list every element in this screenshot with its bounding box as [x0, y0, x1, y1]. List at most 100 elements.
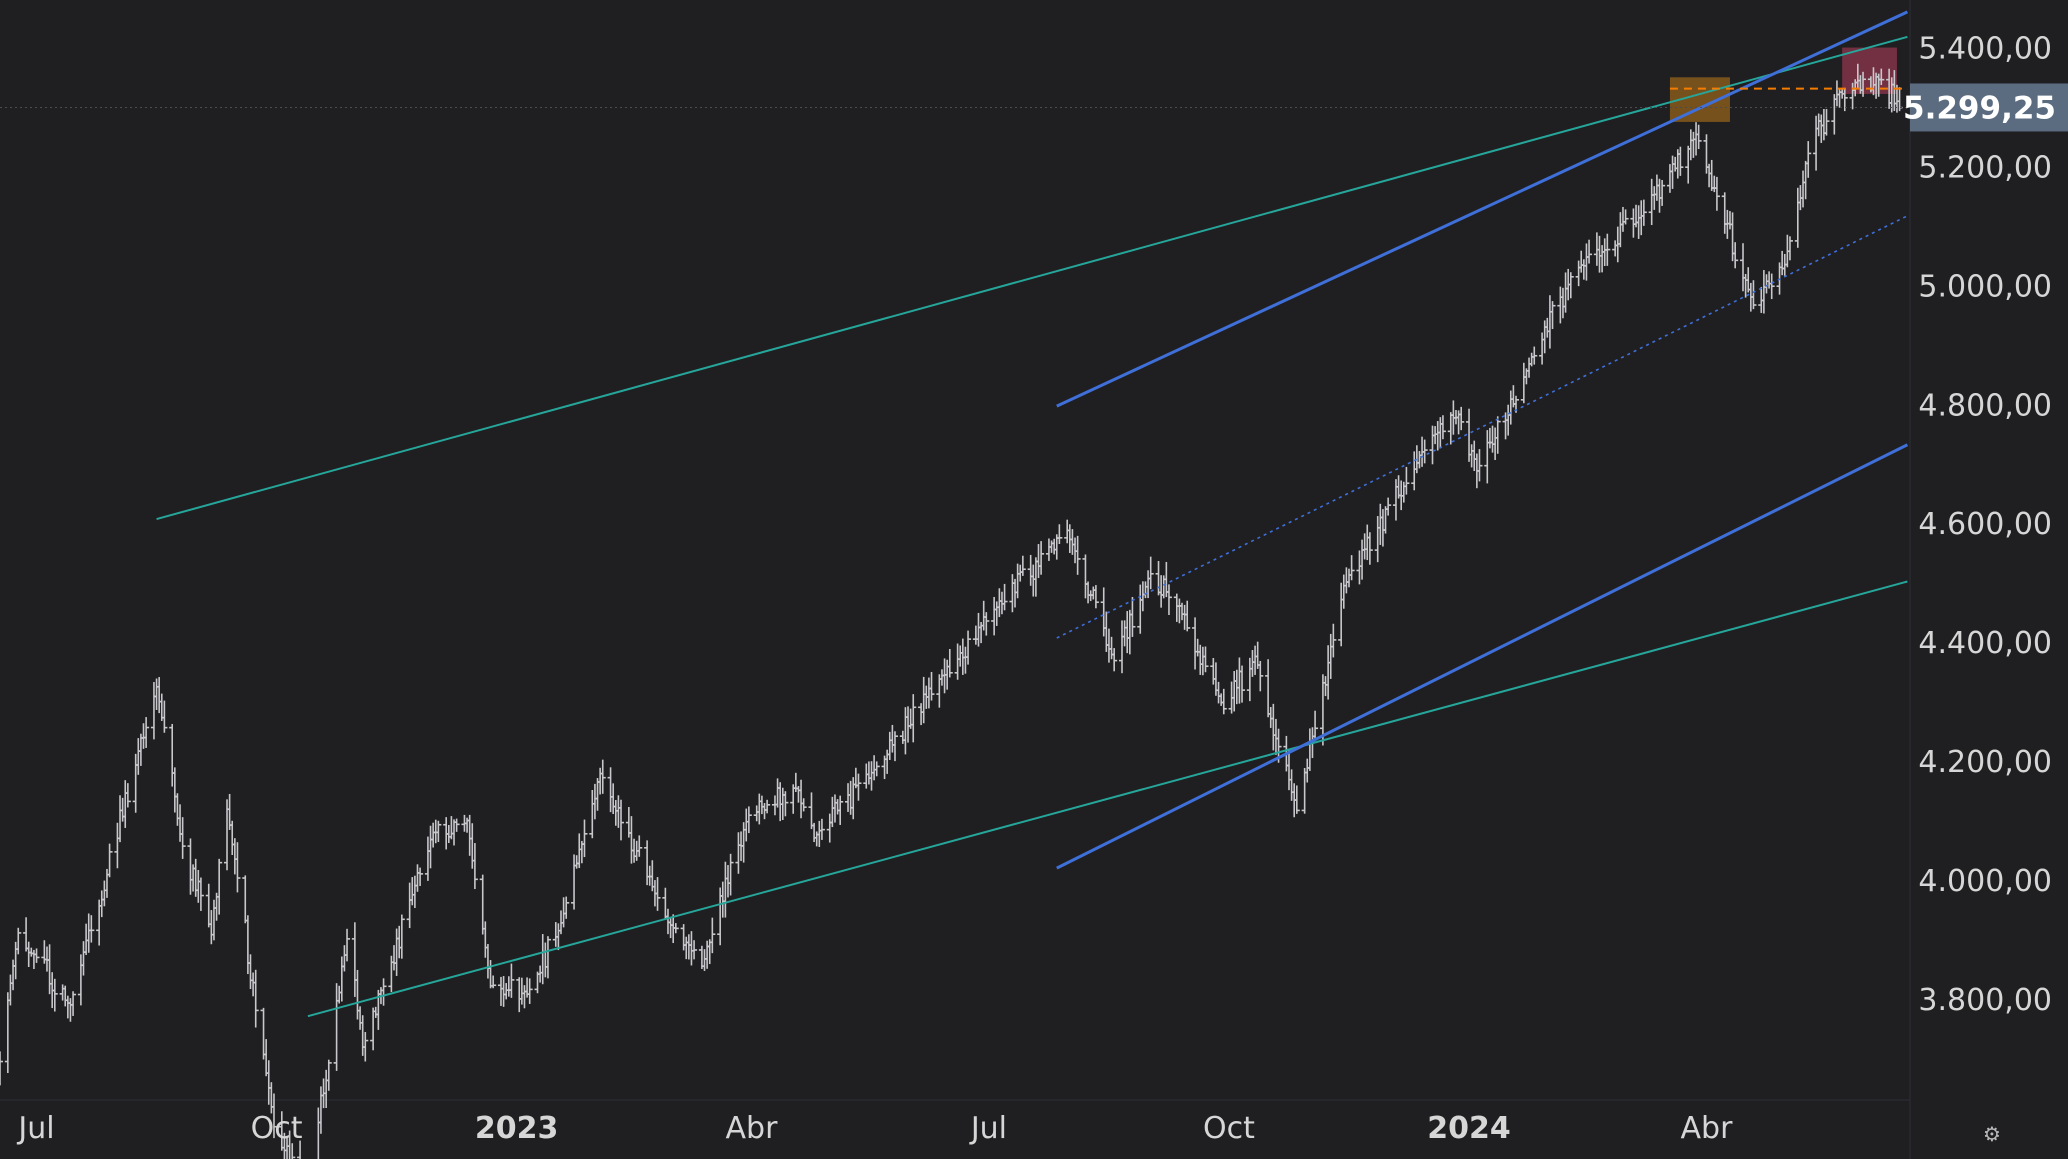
- ohlc-bar: [946, 648, 953, 678]
- x-axis[interactable]: Jul Oct 2023 Abr Jul Oct 2024 Abr: [16, 1111, 1733, 1146]
- ohlc-bar: [1531, 346, 1538, 365]
- ohlc-bar: [325, 1059, 332, 1091]
- ohlc-bar: [782, 791, 789, 817]
- bar-layer: [0, 63, 1903, 1159]
- y-tick-label: 4.400,00: [1918, 626, 2052, 661]
- ohlc-bar: [727, 853, 734, 896]
- trendline-layer: [156, 10, 1909, 1018]
- ohlc-bar: [1184, 600, 1191, 632]
- y-tick-label: 4.000,00: [1918, 864, 2052, 899]
- ohlc-bar: [106, 843, 113, 878]
- ohlc-bar: [654, 877, 661, 911]
- last-price-tag-label: 5.299,25: [1903, 90, 2056, 126]
- ohlc-bar: [1786, 236, 1793, 261]
- ohlc-bar: [1348, 555, 1355, 581]
- ohlc-bar: [344, 928, 351, 962]
- ohlc-bar: [1805, 141, 1812, 178]
- channel-blue-lower-line: [1056, 443, 1909, 870]
- ohlc-bar: [1695, 124, 1702, 150]
- ohlc-bar: [1165, 584, 1172, 616]
- x-tick-label: Oct: [1203, 1111, 1255, 1146]
- x-tick-label: Jul: [16, 1111, 54, 1146]
- ohlc-bar: [270, 1093, 277, 1139]
- ohlc-bar: [252, 969, 259, 1028]
- ohlc-bar: [745, 806, 752, 834]
- ohlc-bar: [1366, 532, 1373, 565]
- ohlc-bar: [526, 978, 533, 1004]
- y-tick-label: 5.400,00: [1918, 32, 2052, 67]
- x-tick-label: 2024: [1427, 1111, 1511, 1146]
- ohlc-bar: [910, 694, 917, 743]
- ohlc-bar: [1092, 585, 1099, 609]
- ohlc-bar: [636, 835, 643, 857]
- ohlc-bar: [51, 978, 58, 1012]
- x-tick-label: Abr: [726, 1111, 779, 1146]
- ohlc-bar: [1257, 660, 1264, 692]
- ohlc-bar: [33, 948, 40, 963]
- y-tick-label: 4.800,00: [1918, 388, 2052, 423]
- ohlc-bar: [435, 820, 442, 843]
- ohlc-bar: [380, 978, 387, 1006]
- ohlc-bar: [837, 795, 844, 825]
- channel-green-upper-line: [156, 35, 1908, 521]
- x-tick-label: Abr: [1681, 1111, 1734, 1146]
- ohlc-bar: [508, 963, 515, 998]
- ohlc-bar: [216, 858, 223, 915]
- ohlc-bar: [1476, 449, 1483, 482]
- ohlc-bar: [1038, 541, 1045, 575]
- y-tick-label: 5.000,00: [1918, 269, 2052, 304]
- ohlc-bar: [818, 818, 825, 840]
- ohlc-bar: [197, 877, 204, 911]
- settings-gear-icon[interactable]: ⚙: [1983, 1122, 2001, 1146]
- ohlc-bar: [1586, 239, 1593, 264]
- ohlc-bar: [161, 700, 168, 733]
- ohlc-bar: [965, 630, 972, 665]
- ohlc-bar: [1750, 280, 1757, 310]
- ohlc-bar: [1293, 785, 1300, 814]
- ohlc-bar: [928, 671, 935, 701]
- ohlc-bar: [855, 773, 862, 801]
- last-price-tag: 5.299,25: [1903, 83, 2068, 132]
- horizontal-line-layer: [0, 87, 1910, 108]
- channel-blue-upper-line: [1056, 10, 1909, 408]
- ohlc-bar: [362, 1032, 369, 1062]
- ohlc-bar: [983, 612, 990, 636]
- ohlc-bar: [599, 759, 606, 794]
- x-tick-label: Jul: [969, 1111, 1007, 1146]
- y-tick-label: 4.600,00: [1918, 507, 2052, 542]
- ohlc-bar: [124, 783, 131, 808]
- ohlc-bar: [1239, 665, 1246, 703]
- ohlc-bar: [709, 917, 716, 954]
- ohlc-bar: [1403, 466, 1410, 495]
- ohlc-bar: [1622, 209, 1629, 225]
- ohlc-bar: [1549, 301, 1556, 330]
- ohlc-bar: [764, 799, 771, 814]
- x-tick-label: 2023: [475, 1111, 559, 1146]
- ohlc-bar: [691, 940, 698, 960]
- ohlc-bar: [143, 717, 150, 748]
- ohlc-bar: [1330, 623, 1337, 658]
- ohlc-bar: [563, 896, 570, 919]
- y-axis[interactable]: 3.800,00 4.000,00 4.200,00 4.400,00 4.600,00…: [1918, 32, 2052, 1018]
- ohlc-bar: [1640, 199, 1647, 226]
- ohlc-bar: [581, 819, 588, 858]
- ohlc-bar: [1056, 524, 1063, 545]
- ohlc-bar: [891, 731, 898, 762]
- ohlc-bar: [544, 936, 551, 979]
- ohlc-bar: [1841, 88, 1848, 112]
- ohlc-bar: [1019, 555, 1026, 576]
- ohlc-bar: [234, 842, 241, 893]
- ohlc-bar: [417, 867, 424, 887]
- ohlc-bar: [1001, 583, 1008, 611]
- ohlc-bar: [1439, 415, 1446, 440]
- ohlc-bar: [1111, 648, 1118, 672]
- ohlc-bar: [800, 798, 807, 812]
- y-tick-label: 5.200,00: [1918, 150, 2052, 185]
- ohlc-bar: [1458, 406, 1465, 431]
- ohlc-bar: [70, 991, 77, 1016]
- ohlc-bar: [1220, 688, 1227, 715]
- ohlc-bar: [1659, 180, 1666, 206]
- ohlc-bar: [873, 761, 880, 777]
